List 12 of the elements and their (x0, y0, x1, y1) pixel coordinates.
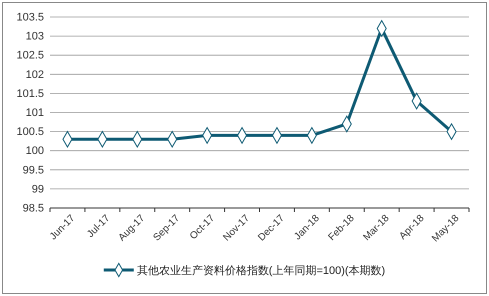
y-tick-label: 103.5 (16, 12, 44, 24)
y-tick-label: 101.5 (16, 88, 44, 100)
y-tick-label: 102.5 (16, 50, 44, 62)
y-tick-label: 103 (26, 30, 44, 43)
legend-label: 其他农业生产资料价格指数(上年同期=100)(本期数) (136, 264, 386, 277)
y-tick-label: 100.5 (16, 126, 44, 138)
y-tick-label: 100 (26, 145, 44, 158)
y-tick-label: 98.5 (22, 202, 44, 215)
y-tick-label: 99 (32, 183, 44, 196)
y-tick-label: 102 (26, 68, 44, 81)
y-tick-label: 99.5 (22, 164, 44, 176)
y-tick-label: 101 (26, 107, 44, 120)
